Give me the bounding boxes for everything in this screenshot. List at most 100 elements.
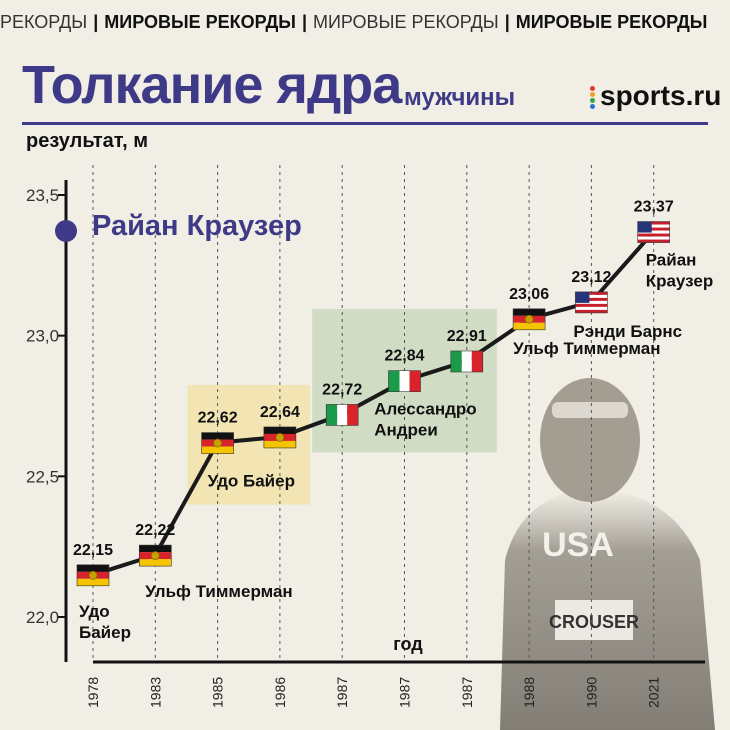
athlete-label: Райан — [646, 251, 697, 270]
x-tick-label: 1986 — [272, 677, 288, 708]
flag-usa-icon — [637, 221, 671, 243]
chart-title: Толкание ядра — [22, 55, 402, 115]
flag-stripe — [450, 350, 462, 372]
data-label: 23,06 — [509, 286, 549, 303]
x-axis-label: год — [393, 634, 423, 654]
flag-stripe — [337, 404, 348, 426]
flag-border — [325, 404, 359, 426]
flag-gdr-icon — [201, 432, 234, 454]
banner-separator: | — [504, 12, 510, 32]
brand-logo: sports.ru — [590, 80, 721, 112]
flag-border — [263, 426, 297, 449]
chart-subtitle: мужчины — [404, 84, 516, 111]
brand-dots-icon — [590, 85, 598, 110]
flag-stripe — [139, 559, 172, 567]
flag-stripe — [637, 236, 670, 240]
flag-stripe — [399, 370, 410, 392]
flag-stripe — [471, 350, 483, 372]
flag-border — [512, 308, 546, 331]
athlete-label: Алессандро — [374, 399, 476, 418]
athlete-label: Рэнди Барнс — [573, 322, 682, 341]
flag-gdr-icon — [139, 544, 172, 567]
flag-canton — [575, 291, 590, 303]
flag-border — [201, 432, 234, 454]
athlete-sunglasses — [552, 402, 628, 418]
flag-emblem — [213, 438, 223, 448]
x-tick-label: 1987 — [459, 677, 475, 708]
x-tick-label: 1988 — [521, 677, 537, 708]
bib — [555, 600, 633, 640]
flag-border — [450, 350, 484, 373]
data-label: 22,84 — [384, 348, 424, 365]
y-axis-label: результат, м — [26, 130, 149, 152]
flag-emblem — [150, 551, 160, 561]
flag-italy-icon — [388, 370, 421, 392]
brand-name: sports.ru — [600, 80, 722, 111]
data-label: 22,64 — [260, 404, 300, 421]
flag-gdr-icon — [512, 308, 546, 331]
x-tick-label: 1987 — [334, 677, 350, 708]
x-tick-label: 1990 — [583, 677, 599, 708]
flag-stripe — [575, 291, 608, 295]
y-tick-label: 23,5 — [26, 186, 59, 205]
banner-item: РЕКОРДЫ — [0, 12, 88, 32]
flag-stripe — [201, 446, 234, 454]
banner-separator: | — [301, 12, 307, 32]
banner-item: МИРОВЫЕ РЕКОРДЫ — [312, 12, 499, 32]
flag-border — [76, 564, 110, 587]
athlete-label: Андреи — [374, 420, 438, 439]
legend-dot — [55, 220, 77, 242]
flag-stripe — [461, 350, 472, 372]
banner-separator: | — [93, 12, 99, 32]
x-tick-label: 1987 — [397, 677, 413, 708]
athlete-label: Удо Байер — [208, 472, 295, 491]
athlete-label: Байер — [79, 623, 131, 642]
flag-stripe — [513, 322, 546, 330]
athlete-label: Краузер — [646, 272, 714, 291]
y-tick-label: 22,0 — [26, 608, 59, 627]
athlete-label: Удо — [79, 602, 110, 621]
flag-stripe — [575, 303, 608, 307]
data-label: 23,12 — [571, 269, 611, 286]
flag-stripe — [263, 426, 296, 434]
banner-item: МИРОВЫЕ РЕКОРДЫ — [104, 12, 296, 32]
banner-item: МИРОВЫЕ РЕКОРДЫ — [515, 12, 708, 32]
athlete-head — [540, 378, 640, 502]
x-tick-label: 1985 — [210, 677, 226, 708]
data-label: 22,72 — [322, 381, 362, 398]
flag-stripe — [409, 370, 421, 392]
flag-stripe — [513, 308, 546, 316]
flag-stripe — [326, 404, 338, 426]
flag-stripe — [637, 221, 670, 225]
flag-gdr-icon — [76, 564, 110, 587]
y-tick-label: 22,5 — [26, 467, 59, 486]
athlete-label: Ульф Тиммерман — [513, 339, 660, 358]
flag-border — [388, 370, 421, 392]
flag-emblem — [275, 433, 285, 442]
flag-stripe — [637, 227, 670, 231]
flag-stripe — [575, 300, 608, 304]
series-line — [92, 230, 656, 577]
x-tick-label: 1978 — [85, 677, 101, 708]
flag-stripe — [575, 306, 608, 310]
flag-border — [637, 221, 671, 243]
data-label: 22,62 — [198, 410, 238, 427]
flag-stripe — [77, 564, 109, 572]
flag-emblem — [88, 570, 98, 580]
x-tick-label: 2021 — [646, 677, 662, 708]
data-label: 23,37 — [634, 199, 674, 216]
flag-stripe — [637, 239, 670, 243]
flag-stripe — [263, 440, 296, 448]
title-rule — [22, 122, 708, 125]
bib-text: CROUSER — [549, 612, 639, 632]
flag-stripe — [388, 370, 400, 392]
top-banner: РЕКОРДЫ | МИРОВЫЕ РЕКОРДЫ | МИРОВЫЕ РЕКОРДЫ |… — [0, 12, 730, 40]
flag-stripe — [575, 297, 608, 301]
flag-stripe — [575, 294, 608, 298]
jersey-text: USA — [542, 526, 614, 564]
data-label: 22,91 — [447, 328, 487, 345]
flag-stripe — [575, 309, 608, 313]
y-tick-label: 23,0 — [26, 327, 59, 346]
flag-stripe — [637, 230, 670, 234]
